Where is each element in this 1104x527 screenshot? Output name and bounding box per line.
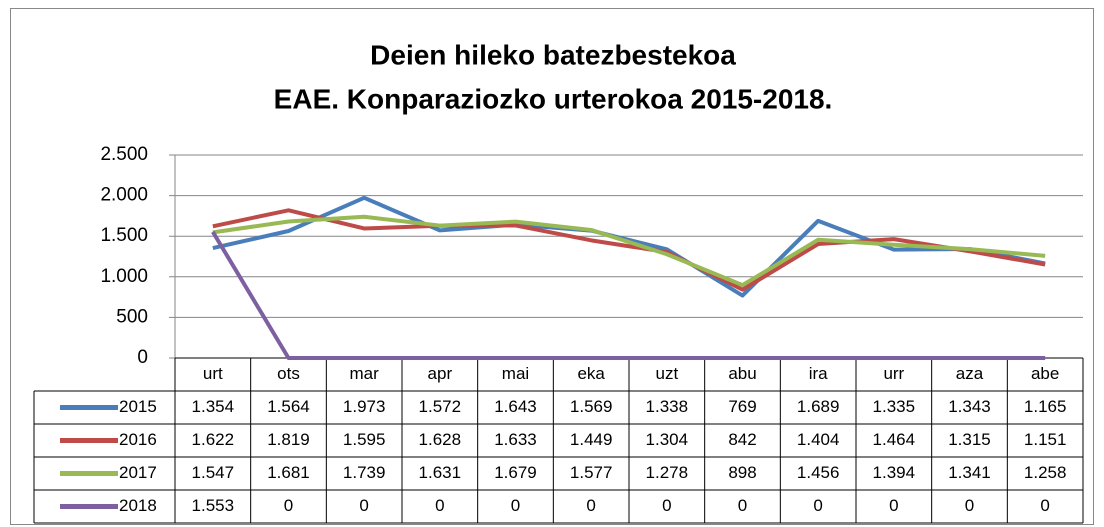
table-value: 0 xyxy=(965,496,974,515)
y-tick-label: 2.500 xyxy=(100,144,148,165)
table-value: 1.595 xyxy=(343,430,386,449)
table-value: 0 xyxy=(435,496,444,515)
x-tick-label: mar xyxy=(350,364,380,383)
x-tick-label: ots xyxy=(277,364,300,383)
table-value: 1.633 xyxy=(494,430,537,449)
table-value: 1.564 xyxy=(267,397,310,416)
chart-title: EAE. Konparaziozko urterokoa 2015-2018. xyxy=(274,83,833,114)
table-value: 1.315 xyxy=(948,430,991,449)
table-value: 769 xyxy=(728,397,756,416)
chart-title: Deien hileko batezbestekoa xyxy=(370,39,736,70)
series-line xyxy=(212,195,1046,298)
table-value: 1.343 xyxy=(948,397,991,416)
table-value: 1.278 xyxy=(646,463,689,482)
x-tick-label: urt xyxy=(203,364,223,383)
table-value: 0 xyxy=(738,496,747,515)
table-value: 1.679 xyxy=(494,463,537,482)
x-tick-label: urr xyxy=(883,364,904,383)
legend-label: 2017 xyxy=(119,463,157,482)
x-tick-label: ira xyxy=(809,364,828,383)
x-tick-label: aza xyxy=(956,364,984,383)
table-value: 0 xyxy=(889,496,898,515)
chart-frame xyxy=(10,8,1094,525)
table-value: 1.739 xyxy=(343,463,386,482)
legend-label: 2015 xyxy=(119,397,157,416)
table-value: 1.819 xyxy=(267,430,310,449)
y-tick-label: 0 xyxy=(137,347,148,368)
table-value: 1.394 xyxy=(873,463,916,482)
table-value: 1.464 xyxy=(873,430,916,449)
x-tick-label: eka xyxy=(577,364,605,383)
table-value: 1.569 xyxy=(570,397,613,416)
table-value: 0 xyxy=(813,496,822,515)
table-value: 1.547 xyxy=(192,463,235,482)
table-value: 1.631 xyxy=(419,463,462,482)
table-value: 1.622 xyxy=(192,430,235,449)
x-tick-label: abu xyxy=(728,364,756,383)
table-value: 1.628 xyxy=(419,430,462,449)
table-value: 1.681 xyxy=(267,463,310,482)
table-value: 1.338 xyxy=(646,397,689,416)
table-value: 0 xyxy=(1040,496,1049,515)
table-value: 1.973 xyxy=(343,397,386,416)
table-value: 0 xyxy=(662,496,671,515)
table-value: 1.258 xyxy=(1024,463,1067,482)
table-value: 1.643 xyxy=(494,397,537,416)
x-tick-label: uzt xyxy=(655,364,678,383)
table-value: 1.456 xyxy=(797,463,840,482)
series-line xyxy=(211,230,1046,360)
table-value: 0 xyxy=(284,496,293,515)
table-value: 1.304 xyxy=(646,430,689,449)
y-tick-label: 1.500 xyxy=(100,225,148,246)
y-tick-label: 1.000 xyxy=(100,266,148,287)
table-value: 898 xyxy=(728,463,756,482)
y-tick-label: 500 xyxy=(116,306,148,327)
table-value: 1.553 xyxy=(192,496,235,515)
table-value: 842 xyxy=(728,430,756,449)
legend-label: 2018 xyxy=(119,496,157,515)
table-value: 1.689 xyxy=(797,397,840,416)
x-tick-label: apr xyxy=(428,364,453,383)
table-value: 1.449 xyxy=(570,430,613,449)
table-value: 1.572 xyxy=(419,397,462,416)
series-line xyxy=(212,208,1046,292)
x-tick-label: mai xyxy=(502,364,529,383)
series-line xyxy=(212,214,1046,288)
y-tick-label: 2.000 xyxy=(100,185,148,206)
table-value: 1.341 xyxy=(948,463,991,482)
x-tick-label: abe xyxy=(1031,364,1059,383)
table-value: 0 xyxy=(511,496,520,515)
table-value: 1.151 xyxy=(1024,430,1067,449)
table-value: 1.165 xyxy=(1024,397,1067,416)
table-value: 1.354 xyxy=(192,397,235,416)
table-value: 0 xyxy=(586,496,595,515)
table-value: 1.335 xyxy=(873,397,916,416)
table-value: 0 xyxy=(359,496,368,515)
table-value: 1.404 xyxy=(797,430,840,449)
legend-label: 2016 xyxy=(119,430,157,449)
table-value: 1.577 xyxy=(570,463,613,482)
